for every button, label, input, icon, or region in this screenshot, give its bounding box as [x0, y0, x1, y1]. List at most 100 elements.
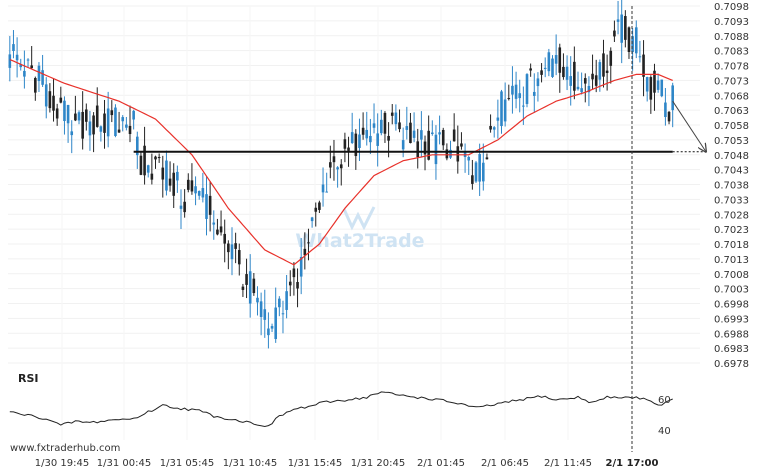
candle	[256, 286, 259, 316]
candle	[529, 63, 532, 77]
candle	[114, 104, 117, 138]
x-tick-label: 1/31 00:45	[97, 458, 151, 469]
candle	[591, 54, 594, 90]
candle	[292, 262, 296, 296]
candle	[423, 135, 427, 171]
y-tick-label: 0.7003	[714, 285, 749, 296]
candle	[55, 103, 59, 126]
candle	[631, 28, 634, 71]
y-tick-label: 0.7038	[714, 181, 749, 192]
candle	[303, 232, 307, 270]
y-tick-label: 0.7073	[714, 76, 749, 87]
candle	[176, 165, 179, 193]
y-tick-label: 0.7083	[714, 47, 749, 58]
candle	[34, 76, 37, 101]
candle	[52, 78, 55, 122]
candle	[671, 82, 674, 128]
candle	[427, 115, 430, 161]
candle	[390, 104, 394, 125]
candle	[150, 153, 154, 185]
candle	[245, 258, 248, 299]
grid-lines	[8, 5, 700, 440]
candle	[467, 155, 471, 175]
candle	[179, 189, 183, 230]
rsi-line	[9, 391, 673, 428]
candle	[438, 115, 441, 145]
candle	[48, 83, 52, 113]
candle	[358, 118, 361, 162]
candle	[154, 155, 157, 169]
candle	[117, 111, 121, 134]
candle	[92, 112, 95, 153]
candle	[70, 120, 74, 154]
candle	[85, 103, 88, 131]
candle	[165, 150, 168, 196]
candle	[234, 232, 237, 264]
candle	[620, 0, 623, 64]
y-tick-label: 0.7068	[714, 91, 749, 102]
candle	[638, 40, 642, 63]
candle	[376, 113, 379, 167]
candle	[135, 131, 139, 169]
candle	[241, 283, 245, 297]
candle	[660, 79, 664, 98]
candle	[463, 143, 467, 173]
candle	[398, 109, 401, 133]
candle	[554, 34, 558, 76]
candle	[227, 240, 230, 270]
candle	[201, 172, 205, 203]
candle	[44, 77, 48, 119]
candle	[594, 59, 598, 93]
candle	[336, 166, 339, 188]
candle	[157, 153, 161, 163]
y-tick-label: 0.6983	[714, 344, 749, 355]
candle	[74, 95, 77, 122]
candle	[325, 172, 328, 193]
candle	[281, 300, 285, 334]
candle	[139, 151, 143, 176]
x-tick-label: 1/31 05:45	[160, 458, 214, 469]
candle	[602, 39, 605, 88]
candle	[649, 75, 653, 114]
candle	[536, 72, 540, 102]
candle	[296, 268, 299, 308]
y-tick-label: 0.6988	[714, 329, 749, 340]
candle	[285, 275, 288, 319]
candle	[394, 104, 398, 131]
x-tick-label: 2/1 06:45	[481, 458, 529, 469]
candle	[667, 111, 671, 125]
candle	[562, 53, 565, 80]
candle	[350, 112, 354, 145]
candle	[576, 71, 580, 91]
candle	[525, 73, 529, 108]
candle	[41, 54, 44, 87]
y-tick-label: 0.7048	[714, 151, 749, 162]
candles	[8, 0, 674, 349]
candle	[471, 159, 474, 190]
y-tick-label: 0.7098	[714, 2, 749, 13]
candle	[248, 254, 252, 318]
candle	[456, 125, 460, 174]
candle	[59, 86, 63, 104]
candle	[420, 111, 423, 158]
candle	[653, 63, 656, 111]
candle	[518, 79, 522, 113]
y-tick-label: 0.7033	[714, 195, 749, 206]
candle	[318, 200, 321, 214]
candle	[372, 103, 376, 134]
candle	[205, 175, 208, 236]
candle	[503, 82, 507, 127]
rsi-tick-60: 60	[658, 395, 671, 406]
candle	[500, 89, 503, 134]
candle	[172, 163, 176, 208]
x-tick-label: 1/30 19:45	[35, 458, 89, 469]
candle	[212, 210, 216, 240]
candle	[30, 46, 33, 69]
candle	[474, 160, 478, 183]
candle	[278, 296, 281, 317]
candle	[609, 47, 613, 84]
candle	[624, 10, 627, 48]
rsi-panel-title: RSI	[18, 372, 39, 385]
candle	[23, 50, 26, 89]
candle	[183, 189, 186, 218]
